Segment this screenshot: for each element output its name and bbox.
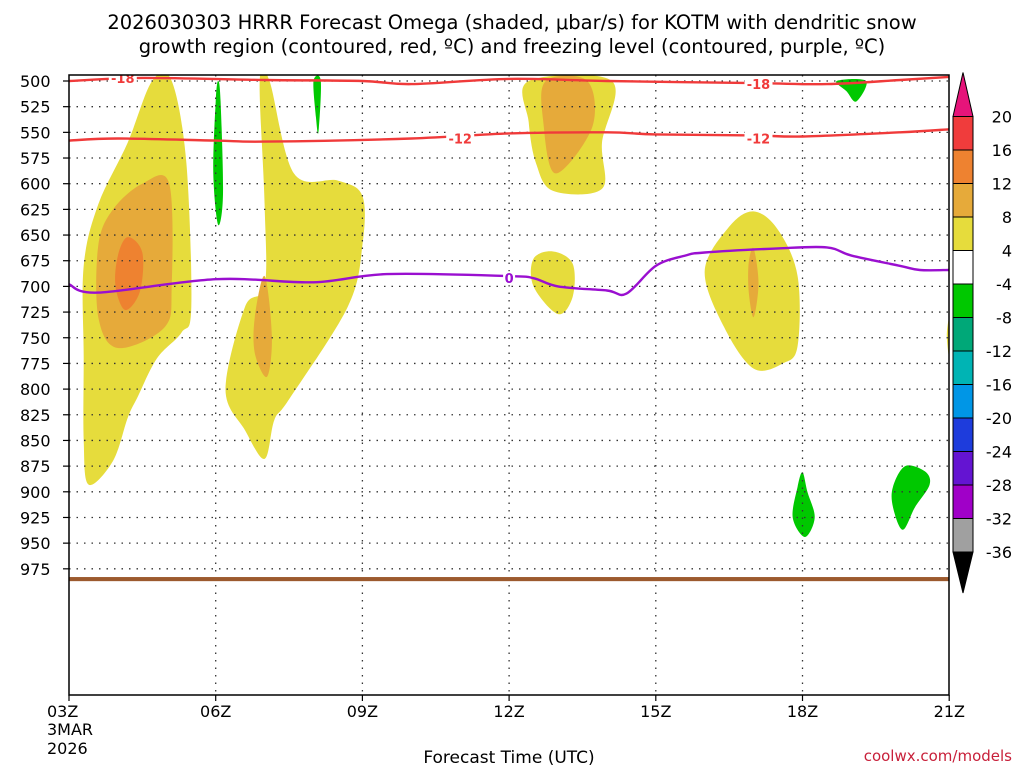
y-tick-label-650: 650 [20,226,51,245]
omega-region-negative-3 [792,472,815,537]
colorbar: 20 16 12 8 4 -4 -8 -12 -16 -20 -24 -28 -32 -36 [952,72,1012,594]
x-tick-label-15Z: 15Z [640,702,671,721]
y-tick-label-725: 725 [20,303,51,322]
y-tick-label-775: 775 [20,354,51,373]
x-tick-label-03Z: 03Z [47,702,78,721]
x-tick-label-21Z: 21Z [934,702,965,721]
omega-region-positive-7 [530,251,575,315]
colorbar-swatch-1 [952,149,974,184]
colorbar-swatch-11 [952,484,974,519]
credit-text: coolwx.com/models [864,747,1012,765]
contour-label-1-0: -12 [448,133,472,148]
colorbar-label-12: -32 [986,510,1012,529]
colorbar-swatch-6 [952,317,974,352]
colorbar-label-4: 4 [1002,242,1012,261]
contour-label-bg-1-0 [446,131,475,146]
contour-line-0 [69,75,949,86]
colorbar-swatch-4 [952,250,974,285]
y-tick-label-925: 925 [20,508,51,527]
contour-label-0-1: -18 [747,78,771,93]
x-axis: 03Z 06Z 09Z 12Z 15Z 18Z 21Z [47,695,965,721]
y-tick-label-825: 825 [20,406,51,425]
contour-label-bg-0-0 [108,75,137,85]
colorbar-label-1: 16 [992,141,1012,160]
plot-background [69,75,949,695]
y-tick-label-950: 950 [20,534,51,553]
date-label-year: 2026 [47,739,88,758]
colorbar-label-5: -4 [996,275,1012,294]
y-tick-label-625: 625 [20,200,51,219]
colorbar-swatch-3 [952,216,974,251]
date-label-day: 3MAR [47,720,93,739]
omega-region-negative-0 [213,81,224,226]
chart-title-line-1: 2026030303 HRRR Forecast Omega (shaded, … [107,11,916,34]
colorbar-label-11: -28 [986,476,1012,495]
colorbar-swatch-5 [952,283,974,318]
colorbar-label-6: -8 [996,309,1012,328]
contour-line-1 [69,128,949,143]
omega-region-negative-4 [891,465,931,530]
omega-region-positive-2 [115,237,144,311]
contour-label-bg-1-1 [744,131,773,146]
y-axis: 500 525 550 575 600 625 650 675 700 725 750 775 800 8… [20,72,69,579]
colorbar-swatch-12 [952,518,974,553]
contour-label-0-0: -18 [111,72,135,87]
omega-region-positive-9 [748,247,759,318]
omega-region-positive-4 [253,275,272,378]
colorbar-label-7: -12 [986,342,1012,361]
x-tick-label-09Z: 09Z [347,702,378,721]
y-tick-label-550: 550 [20,123,51,142]
y-tick-label-850: 850 [20,431,51,450]
colorbar-swatch-7 [952,350,974,385]
colorbar-label-10: -24 [986,443,1012,462]
x-tick-label-18Z: 18Z [787,702,818,721]
colorbar-bottom-arrow [952,551,974,594]
y-tick-label-575: 575 [20,149,51,168]
omega-region-negative-1 [313,75,321,134]
ground-surface [69,577,949,582]
x-tick-label-12Z: 12Z [493,702,524,721]
contour-label-bg-2-0 [503,271,516,286]
colorbar-label-2: 12 [992,175,1012,194]
colorbar-swatch-2 [952,183,974,218]
x-tick-label-06Z: 06Z [200,702,231,721]
contour-label-bg-0-1 [744,77,773,92]
colorbar-label-13: -36 [986,543,1012,562]
y-tick-label-975: 975 [20,560,51,579]
contour-label-1-1: -12 [747,133,771,148]
colorbar-label-9: -20 [986,409,1012,428]
colorbar-label-3: 8 [1002,208,1012,227]
y-tick-label-500: 500 [20,72,51,91]
y-tick-label-600: 600 [20,175,51,194]
y-tick-label-700: 700 [20,277,51,296]
colorbar-top-arrow [952,72,974,117]
omega-region-negative-2 [836,79,867,102]
chart-title-line-2: growth region (contoured, red, ºC) and f… [139,35,886,58]
colorbar-label-0: 20 [992,108,1012,127]
y-tick-label-750: 750 [20,329,51,348]
y-tick-label-675: 675 [20,252,51,271]
y-tick-label-525: 525 [20,98,51,117]
colorbar-swatch-8 [952,384,974,419]
omega-region-positive-6 [541,75,596,174]
plot-area: -18 -18 -12 -12 0 [68,72,950,696]
y-tick-label-875: 875 [20,457,51,476]
colorbar-label-8: -16 [986,376,1012,395]
ground-layer [69,577,949,582]
contour-layer: -18 -18 -12 -12 0 [69,72,949,297]
omega-shading-layer [82,75,949,537]
y-tick-label-900: 900 [20,483,51,502]
colorbar-swatch-0 [952,116,974,151]
colorbar-swatch-10 [952,451,974,486]
contour-line-2 [69,245,949,297]
y-tick-label-800: 800 [20,380,51,399]
contour-label-2-0: 0 [505,272,514,287]
x-axis-label: Forecast Time (UTC) [423,748,594,768]
colorbar-swatch-9 [952,417,974,452]
